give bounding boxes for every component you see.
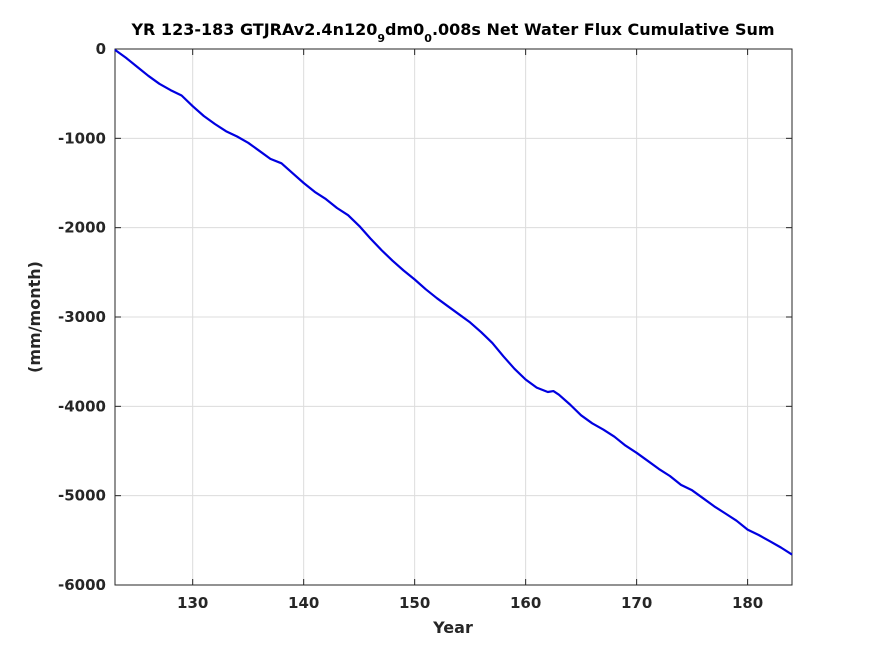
- chart-title-mid: dm0: [385, 20, 424, 39]
- chart-title-subscript-2: 0: [424, 32, 432, 45]
- x-tick-label: 160: [510, 594, 541, 612]
- series-line: [114, 49, 793, 556]
- y-tick-label: -1000: [58, 129, 106, 147]
- x-tick-label: 150: [399, 594, 430, 612]
- chart-title-subscript-1: 9: [377, 32, 385, 45]
- x-tick-label: 130: [177, 594, 208, 612]
- y-tick-label: 0: [96, 40, 106, 58]
- x-axis-title: Year: [432, 618, 473, 637]
- y-tick-label: -5000: [58, 487, 106, 505]
- y-tick-label: -6000: [58, 576, 106, 594]
- series-layer: [114, 49, 793, 556]
- y-tick-label: -4000: [58, 397, 106, 415]
- y-axis-title: (mm/month): [25, 261, 44, 373]
- chart-title-suffix: .008s Net Water Flux Cumulative Sum: [432, 20, 775, 39]
- x-tick-label: 170: [621, 594, 652, 612]
- x-tick-label: 140: [288, 594, 319, 612]
- y-tick-label: -3000: [58, 308, 106, 326]
- ticks: 130 140 150 160 170 180 0 -1000 -2000 -3000 -4000 -…: [58, 40, 792, 612]
- x-tick-label: 180: [732, 594, 763, 612]
- y-tick-label: -2000: [58, 219, 106, 237]
- chart-title: YR 123-183 GTJRAv2.4n1209dm00.008s Net W…: [130, 20, 774, 45]
- chart-title-prefix: YR 123-183 GTJRAv2.4n120: [130, 20, 377, 39]
